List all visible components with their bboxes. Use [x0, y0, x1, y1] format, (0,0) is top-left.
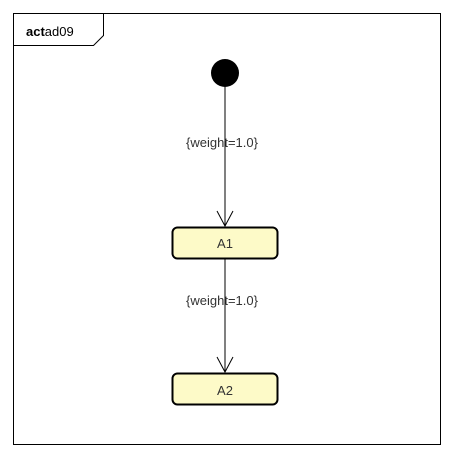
arrowhead-a1 — [216, 210, 234, 228]
frame-header: actad09 — [26, 24, 74, 39]
action-node-a2[interactable]: A2 — [171, 372, 279, 406]
frame-name: ad09 — [45, 24, 74, 39]
arrowhead-a2 — [216, 356, 234, 374]
action-label-a2: A2 — [217, 383, 233, 398]
frame-keyword: act — [26, 24, 45, 39]
flow-guard-2: {weight=1.0} — [186, 293, 259, 308]
initial-node[interactable] — [211, 59, 239, 87]
action-node-a1[interactable]: A1 — [171, 226, 279, 260]
action-label-a1: A1 — [217, 236, 233, 251]
flow-guard-1: {weight=1.0} — [186, 135, 259, 150]
frame-header-tab — [13, 13, 104, 46]
